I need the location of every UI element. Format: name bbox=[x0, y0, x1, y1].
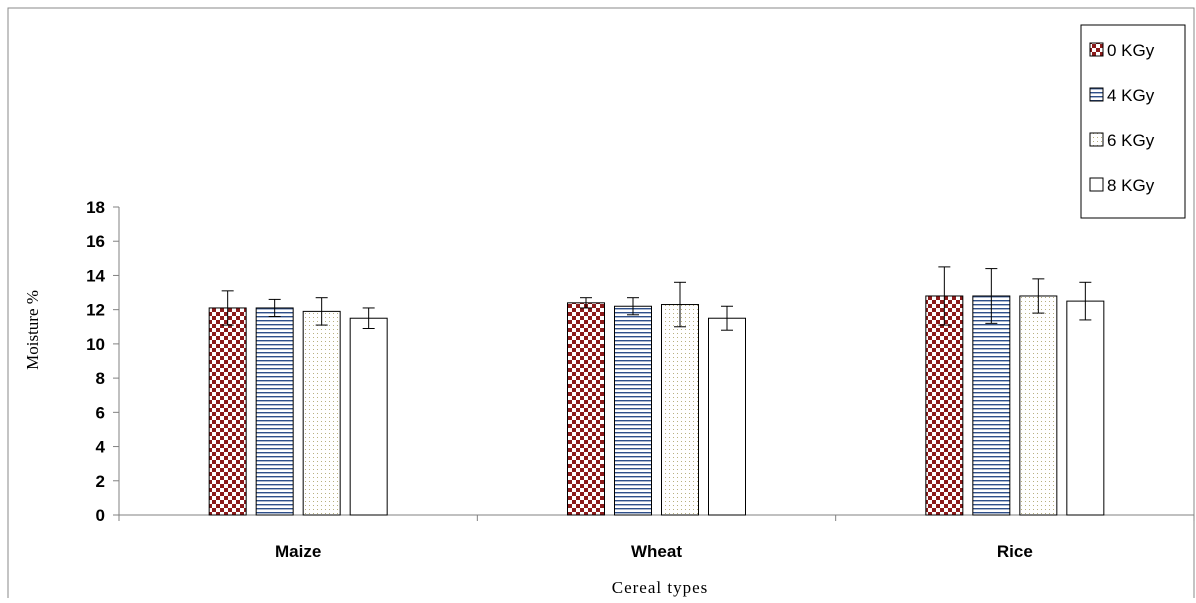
legend-label: 4 KGy bbox=[1107, 86, 1155, 105]
bar-0-kgy-rice bbox=[925, 295, 964, 516]
bar-8-kgy-wheat bbox=[708, 317, 746, 516]
legend-swatch bbox=[1089, 177, 1104, 192]
x-tick-label: Rice bbox=[997, 542, 1033, 561]
y-tick-label: 14 bbox=[86, 266, 105, 285]
legend-label: 6 KGy bbox=[1107, 131, 1155, 150]
y-axis-title: Moisture % bbox=[23, 290, 42, 370]
y-tick-label: 0 bbox=[96, 506, 105, 525]
y-tick-label: 10 bbox=[86, 335, 105, 354]
legend-label: 8 KGy bbox=[1107, 176, 1155, 195]
y-tick-label: 4 bbox=[96, 438, 106, 457]
bar-4-kgy-rice bbox=[972, 295, 1011, 516]
legend-label: 0 KGy bbox=[1107, 41, 1155, 60]
bar-8-kgy-maize bbox=[349, 317, 388, 516]
bar-6-kgy-rice bbox=[1019, 295, 1058, 516]
bar-0-kgy-maize bbox=[208, 307, 247, 516]
x-axis-title: Cereal types bbox=[612, 578, 709, 597]
legend-swatch bbox=[1089, 132, 1104, 147]
bar-8-kgy-rice bbox=[1066, 300, 1105, 516]
bar-6-kgy-wheat bbox=[661, 304, 699, 516]
y-tick-label: 16 bbox=[86, 232, 105, 251]
x-tick-label: Wheat bbox=[631, 542, 682, 561]
bar-4-kgy-maize bbox=[255, 307, 294, 516]
bar-0-kgy-wheat bbox=[567, 302, 605, 516]
bar-4-kgy-wheat bbox=[614, 305, 652, 516]
y-tick-label: 18 bbox=[86, 198, 105, 217]
y-tick-label: 2 bbox=[96, 472, 105, 491]
x-tick-label: Maize bbox=[275, 542, 321, 561]
chart-border bbox=[7, 7, 1195, 603]
y-tick-label: 8 bbox=[96, 369, 105, 388]
legend-swatch bbox=[1089, 87, 1104, 102]
bar-6-kgy-maize bbox=[302, 310, 341, 516]
y-tick-label: 12 bbox=[86, 301, 105, 320]
y-tick-label: 6 bbox=[96, 403, 105, 422]
legend-swatch bbox=[1089, 42, 1104, 57]
